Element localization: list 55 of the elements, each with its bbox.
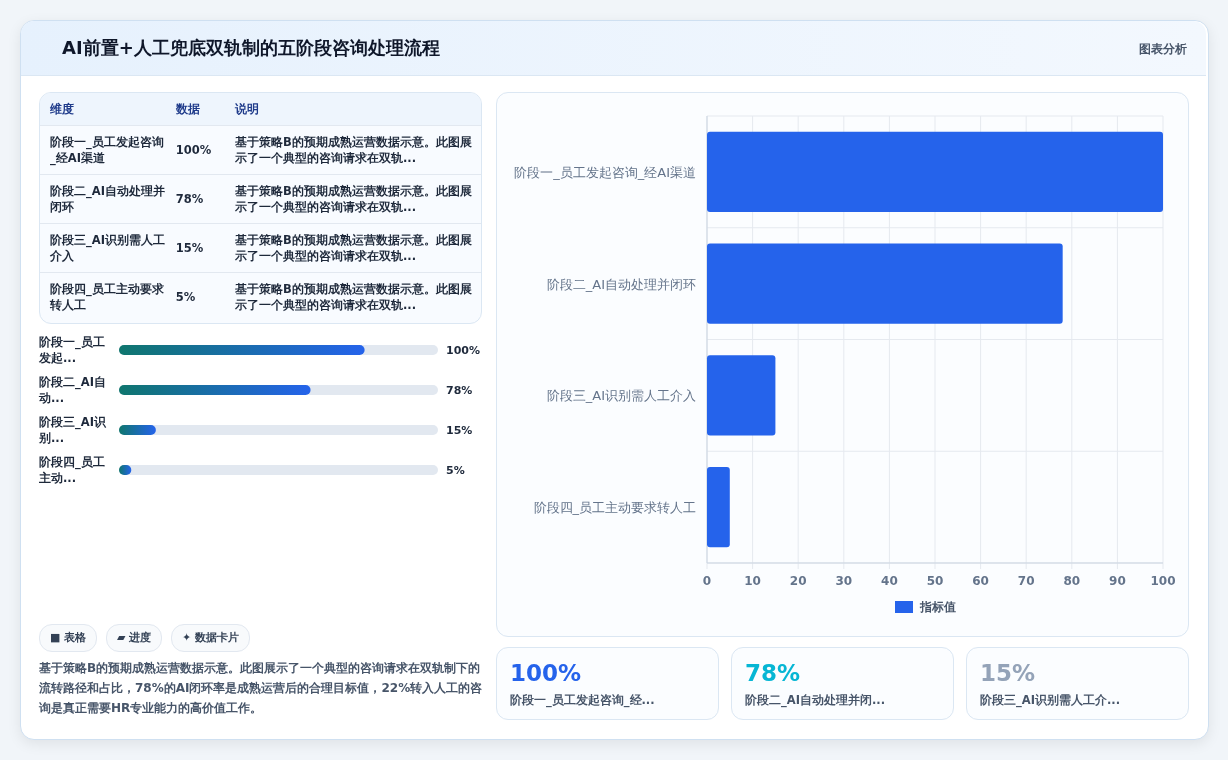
text: 78% (175, 192, 204, 206)
category-label: 阶段四_员工主动要求转人工 (40, 272, 166, 321)
x-tick-label: 60 (972, 574, 989, 588)
data-label: 15% (446, 424, 473, 437)
category-label: 阶段二_AI自动处理并闭... (745, 693, 886, 708)
text: 100% (510, 660, 582, 686)
category-label: 阶段二_AI自动处理并闭环 (40, 174, 166, 224)
bar (707, 243, 1063, 324)
x-tick-label: 90 (1109, 574, 1126, 588)
bar (707, 131, 1163, 213)
x-tick-label: 30 (835, 574, 853, 588)
x-tick-label: 40 (881, 574, 898, 588)
y-tick-label: 阶段三_AI识别需人工介入 (546, 388, 696, 404)
text: 基于策略B的预期成熟运营数据示意。此图展示了一个典型的咨询请求在双轨... (224, 174, 481, 224)
category-label: 阶段一_员工发起咨询_经... (510, 693, 655, 708)
bar (707, 466, 730, 548)
text: 15% (980, 660, 1036, 686)
category-label: 阶段三_AI识别需人工介入 (40, 223, 166, 273)
x-tick-label: 50 (926, 574, 944, 588)
text: ▰ 进度 (117, 631, 152, 644)
text: 100% (175, 143, 212, 157)
text: 78% (745, 660, 801, 686)
bar (707, 355, 776, 436)
text: 数据 (165, 93, 225, 126)
category-label: 阶段二_AI自动... (39, 374, 107, 406)
data-label: 100% (446, 344, 480, 357)
legend-label: 指标值 (919, 600, 956, 614)
category-label: 阶段四_员工主动... (39, 454, 106, 486)
text: 图表分析 (1139, 41, 1187, 58)
text: 基于策略B的预期成熟运营数据示意。此图展示了一个典型的咨询请求在双轨... (224, 223, 481, 273)
category-label: 阶段一_员工发起... (39, 334, 106, 366)
text: 基于策略B的预期成熟运营数据示意。此图展示了一个典型的咨询请求在双轨制下的流转路径和占比，78%的AI闭环率是成熟运营后的合理目标值，22%转入人工的咨询是真正需要HR专业能力的高价值工作。 (39, 660, 484, 717)
text: ■ 表格 (50, 631, 87, 644)
x-tick-label: 80 (1063, 574, 1081, 588)
data-label: 5% (446, 464, 465, 477)
y-tick-label: 阶段二_AI自动处理并闭环 (546, 276, 696, 292)
text: 说明 (224, 93, 481, 126)
x-tick-label: 100 (1150, 574, 1176, 588)
text: 基于策略B的预期成熟运营数据示意。此图展示了一个典型的咨询请求在双轨... (224, 125, 481, 175)
text: 5% (175, 290, 196, 304)
text: 维度 (40, 93, 166, 126)
x-tick-label: 70 (1017, 574, 1035, 588)
x-tick-label: 10 (744, 574, 761, 588)
text: ✦ 数据卡片 (182, 631, 240, 644)
data-label: 78% (446, 384, 473, 397)
x-tick-label: 0 (702, 574, 712, 588)
text: 基于策略B的预期成熟运营数据示意。此图展示了一个典型的咨询请求在双轨... (224, 272, 481, 321)
text: AI前置+人工兜底双轨制的五阶段咨询处理流程 (62, 36, 440, 60)
x-tick-label: 20 (789, 574, 807, 588)
category-label: 阶段一_员工发起咨询_经AI渠道 (40, 125, 166, 175)
y-tick-label: 阶段四_员工主动要求转人工 (533, 500, 696, 516)
y-tick-label: 阶段一_员工发起咨询_经AI渠道 (514, 164, 696, 180)
text: 15% (175, 241, 204, 255)
category-label: 阶段三_AI识别需人工介... (980, 693, 1121, 708)
category-label: 阶段三_AI识别... (39, 414, 107, 446)
